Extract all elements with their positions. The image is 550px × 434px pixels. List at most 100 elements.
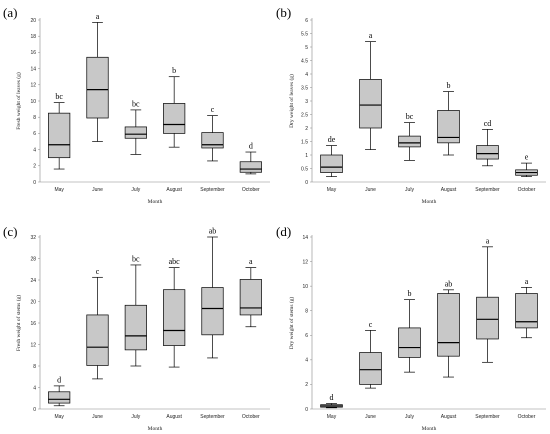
significance-letter: ab	[209, 227, 217, 236]
box-june: a	[86, 12, 109, 142]
x-tick-label: July	[131, 414, 140, 420]
box-july: b	[398, 289, 421, 373]
x-tick-label: September	[200, 414, 225, 420]
significance-letter: bc	[406, 112, 414, 121]
y-tick-label: 12	[302, 259, 308, 265]
x-tick-label: August	[166, 414, 182, 420]
box-iqr	[163, 103, 186, 134]
y-tick-label: 10	[30, 99, 36, 105]
box-october: a	[515, 277, 538, 339]
x-tick-label: May	[327, 414, 337, 420]
significance-letter: c	[96, 267, 100, 276]
x-tick-label: May	[327, 187, 337, 193]
x-tick-label: October	[518, 187, 536, 193]
box-august: abc	[163, 257, 186, 368]
y-tick-label: 16	[30, 50, 36, 56]
x-tick-label: July	[405, 414, 414, 420]
box-september: ab	[201, 227, 224, 359]
box-iqr	[239, 161, 262, 173]
significance-letter: b	[447, 81, 451, 90]
y-tick-label: 5	[305, 45, 308, 51]
significance-letter: e	[525, 153, 529, 162]
y-tick-label: 2	[33, 164, 36, 170]
box-june: c	[86, 267, 109, 380]
x-tick-label: August	[166, 187, 182, 193]
y-tick-label: 8	[33, 364, 36, 370]
box-iqr	[476, 296, 499, 340]
y-tick-label: 4	[33, 147, 36, 153]
y-tick-label: 3.5	[301, 85, 308, 91]
box-october: a	[239, 257, 262, 328]
y-tick-label: 0	[33, 180, 36, 186]
y-tick-label: 28	[30, 256, 36, 262]
y-tick-label: 18	[30, 34, 36, 40]
box-may: d	[320, 393, 343, 409]
significance-letter: cd	[484, 119, 492, 128]
y-tick-label: 24	[30, 278, 36, 284]
x-tick-label: October	[242, 187, 260, 193]
significance-letter: b	[172, 66, 176, 75]
x-axis-label: Month	[422, 426, 437, 432]
box-may: de	[320, 135, 343, 177]
box-iqr	[359, 79, 382, 129]
box-august: ab	[437, 279, 460, 378]
box-july: bc	[124, 254, 147, 367]
significance-letter: a	[369, 31, 373, 40]
y-tick-label: 16	[30, 321, 36, 327]
y-tick-label: 3	[305, 99, 308, 105]
x-tick-label: June	[365, 414, 376, 420]
y-axis-label: Fresh weight of stems (g)	[15, 295, 22, 351]
y-tick-label: 2.5	[301, 112, 308, 118]
significance-letter: d	[330, 393, 334, 402]
box-iqr	[398, 327, 421, 358]
significance-letter: d	[57, 375, 61, 384]
y-tick-label: 2	[305, 382, 308, 388]
significance-letter: d	[249, 142, 253, 151]
panel-d: (d) 0 2 4 6 8 10 12 14 Dry weight of stems (g) Mon…	[276, 224, 546, 432]
box-iqr	[476, 145, 499, 160]
panel-label-c: (c)	[3, 224, 17, 239]
y-tick-label: 5.5	[301, 31, 308, 37]
box-august: b	[163, 66, 186, 148]
panel-b: (b) 0 0.5 1 1.5 2 2.5 3 3.5 4 4.5 5 5.5 6 Dry weight o…	[276, 5, 546, 205]
y-tick-label: 0.5	[301, 166, 308, 172]
box-iqr	[239, 279, 262, 316]
y-tick-label: 6	[33, 131, 36, 137]
x-tick-label: July	[131, 187, 140, 193]
y-tick-label: 14	[30, 66, 36, 72]
box-iqr	[515, 293, 538, 329]
box-september: a	[476, 236, 499, 363]
significance-letter: bc	[132, 99, 140, 108]
y-tick-label: 12	[30, 83, 36, 89]
significance-letter: a	[486, 236, 490, 245]
y-tick-label: 0	[305, 407, 308, 413]
significance-letter: de	[328, 135, 336, 144]
y-axis-label: Fresh weight of leaves (g)	[15, 72, 22, 130]
box-september: c	[201, 105, 224, 162]
x-tick-label: August	[441, 414, 457, 420]
y-axis-label: Dry weight of leaves (g)	[288, 74, 295, 128]
box-october: e	[515, 153, 538, 177]
box-iqr	[201, 132, 224, 149]
y-tick-label: 8	[33, 115, 36, 121]
x-axis-label: Month	[148, 199, 163, 205]
y-tick-label: 0	[305, 180, 308, 186]
x-tick-label: September	[475, 414, 500, 420]
x-tick-label: May	[54, 187, 64, 193]
x-tick-label: October	[518, 414, 536, 420]
significance-letter: a	[96, 12, 100, 21]
box-may: bc	[48, 92, 71, 170]
box-iqr	[398, 135, 421, 148]
box-iqr	[48, 391, 71, 404]
x-tick-label: October	[242, 414, 260, 420]
box-june: a	[359, 31, 382, 150]
x-tick-label: September	[475, 187, 500, 193]
significance-letter: bc	[132, 254, 140, 263]
y-axis-label: Dry weight of stems (g)	[288, 297, 295, 350]
significance-letter: c	[369, 320, 373, 329]
significance-letter: a	[249, 257, 253, 266]
box-august: b	[437, 81, 460, 156]
significance-letter: ab	[445, 279, 453, 288]
box-iqr	[437, 110, 460, 144]
y-tick-label: 4	[305, 358, 308, 364]
